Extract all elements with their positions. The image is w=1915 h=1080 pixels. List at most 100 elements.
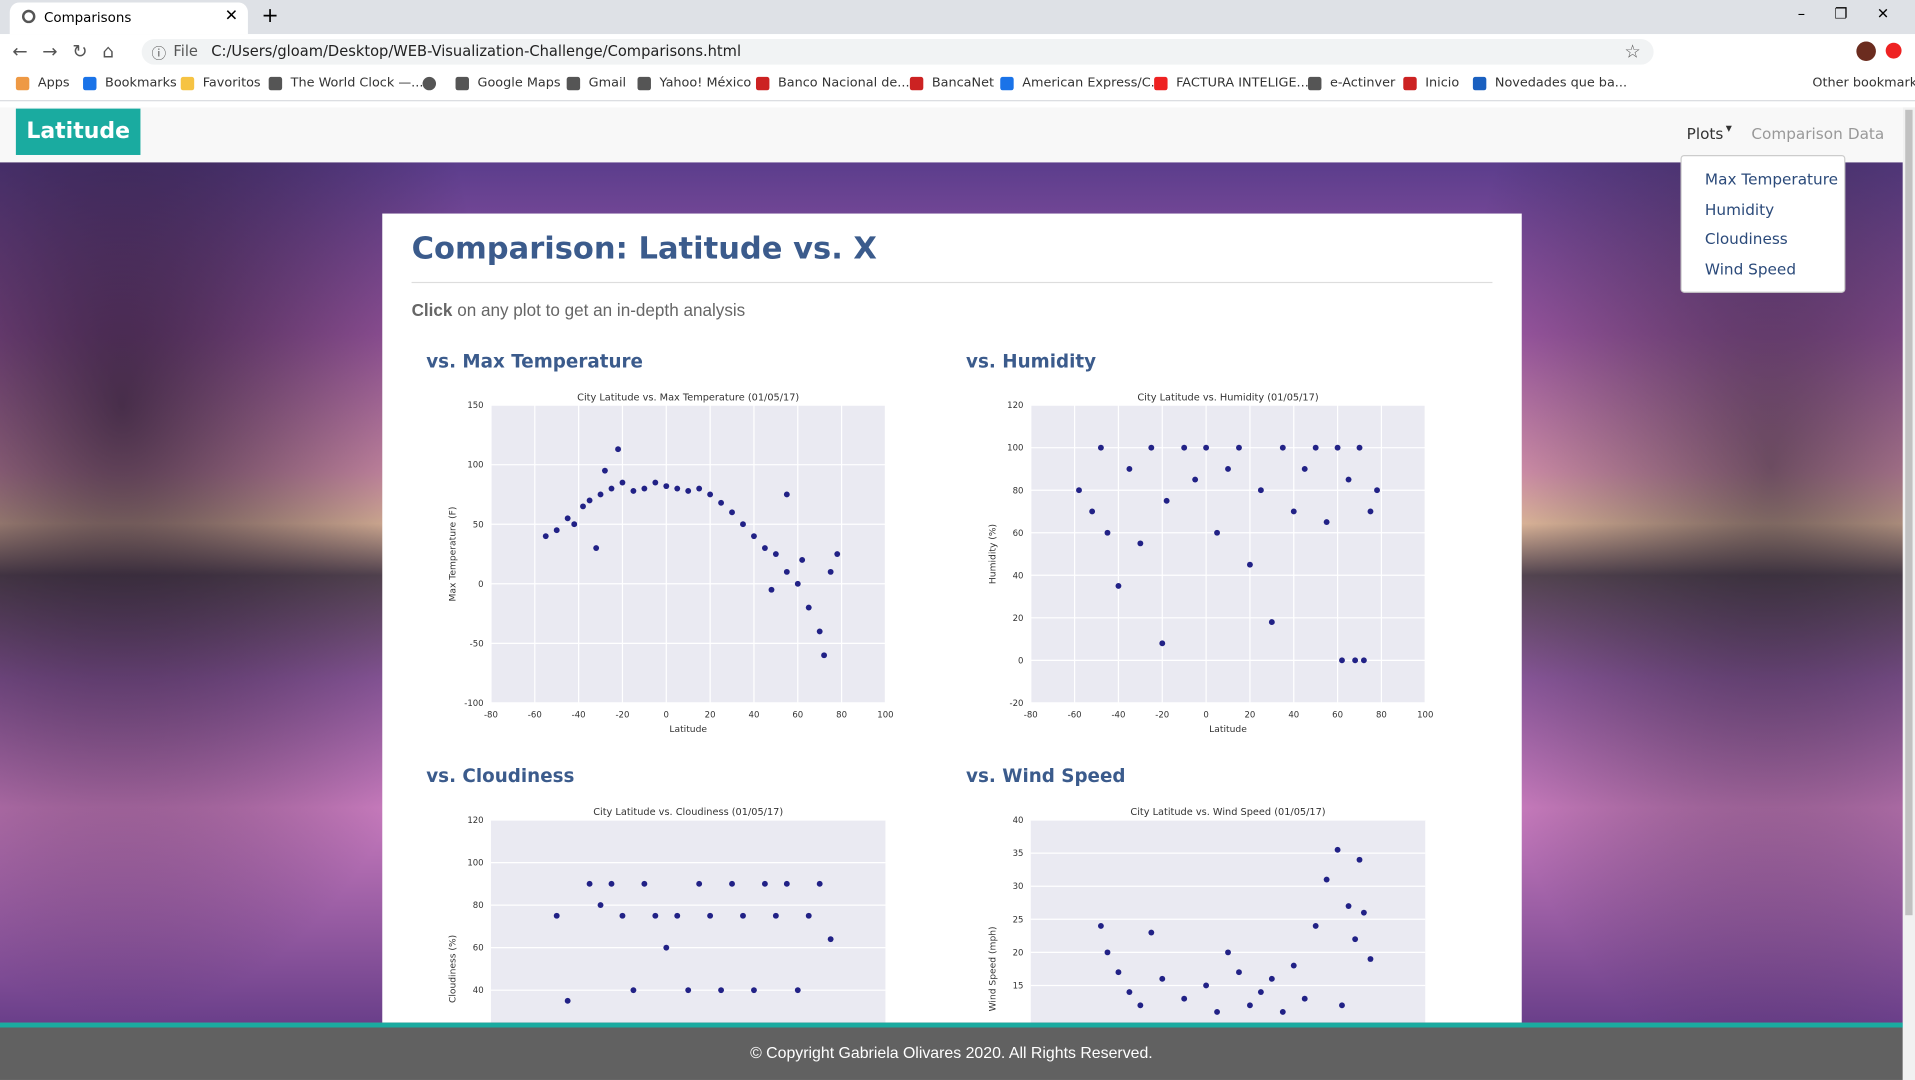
bookmark[interactable]: Banco Nacional de... [777,75,910,91]
scatter-plot[interactable]: City Latitude vs. Wind Speed (01/05/17) 1… [978,802,1454,1023]
dropdown-item[interactable]: Wind Speed [1704,259,1797,279]
data-point [1360,657,1367,664]
data-point [729,509,735,516]
data-point [571,521,578,528]
data-point [1279,1008,1286,1015]
data-point [553,527,560,534]
y-tick-label: 80 [473,901,484,911]
bookmark[interactable]: Favoritos [202,75,261,91]
bookmark[interactable]: BancaNet [931,75,995,91]
data-point [685,487,692,494]
x-tick-label: -80 [1024,711,1038,721]
tab[interactable]: Comparisons ✕ [9,2,248,35]
y-tick-label: 30 [1013,882,1024,892]
data-point [1268,619,1275,626]
data-point [816,880,823,887]
data-point [805,912,812,919]
data-point [696,880,703,887]
bookmark[interactable]: Bookmarks [105,75,177,91]
data-point [772,912,779,919]
bookmark[interactable]: Google Maps [477,75,561,91]
bookmark-icon [637,76,651,91]
data-point [1374,487,1380,494]
dropdown-item[interactable]: Max Temperature [1704,169,1839,188]
x-tick-label: 80 [1376,711,1387,721]
bookmark-icon [15,76,30,91]
brand[interactable]: Latitude [15,108,141,155]
profile[interactable] [1856,41,1876,62]
data-point [1214,1008,1220,1015]
data-point [1339,657,1345,664]
nav-item[interactable]: Comparison [1751,124,1843,143]
data-point [1312,444,1319,451]
new-tab[interactable]: + [261,3,279,29]
scatter-plot[interactable]: City Latitude vs. Humidity (01/05/17) -80… [978,387,1454,753]
data-point [601,467,608,474]
bookmark[interactable]: e-Actinver [1329,75,1396,91]
x-tick-label: 40 [1288,711,1299,721]
address-bar[interactable]: ⓘ File C:/Users/gloam/Desktop/WEB-Visual… [141,39,1654,65]
dropdown-item[interactable]: Humidity [1704,200,1775,219]
nav-buttons[interactable]: ←→↻⌂ [12,40,129,63]
tab-bar [0,0,1915,35]
bookmark[interactable]: Yahoo! México [659,75,752,91]
y-tick-label: -50 [470,639,484,649]
data-point [729,880,735,887]
data-point [1076,487,1082,494]
data-point [1236,444,1242,451]
y-axis-label: Max Temperature (F) [449,507,459,602]
data-point [1301,466,1308,472]
plot-heading: vs. Wind Speed [966,765,1126,788]
data-point [1247,561,1253,568]
y-tick-label: 100 [467,461,483,471]
data-point [1225,949,1231,956]
plot-area [1030,820,1426,1023]
extension[interactable] [1885,42,1902,59]
data-point [619,912,626,919]
dropdown-item[interactable]: Cloudiness [1704,229,1788,248]
data-point [615,446,622,453]
nav-item[interactable]: Data [1847,124,1885,143]
star[interactable]: ☆ [1624,40,1641,63]
scatter-plot[interactable]: City Latitude vs. Max Temperature (01/05… [438,387,914,753]
window-controls[interactable]: –❐✕ [1797,4,1915,22]
divider [411,281,1493,284]
x-tick-label: 100 [877,711,893,721]
nav-item[interactable]: Plots [1686,124,1724,143]
bookmark[interactable]: Inicio [1425,75,1460,91]
data-point [1203,444,1210,451]
scrollbar[interactable] [1902,107,1915,1080]
bookmark[interactable]: Gmail [588,75,627,91]
data-point [1352,657,1359,664]
scroll-thumb[interactable] [1905,109,1913,916]
x-tick-label: 80 [836,711,847,721]
data-point [816,628,823,635]
y-tick-label: 25 [1013,915,1024,925]
y-tick-label: 60 [1013,529,1024,539]
data-point [696,485,703,492]
plot-heading: vs. Max Temperature [426,350,643,373]
data-point [1323,876,1330,883]
bookmark[interactable]: FACTURA INTELIGE... [1176,75,1309,91]
bookmark-icon [1154,76,1168,91]
bookmark[interactable]: Apps [37,75,70,91]
bookmark[interactable]: The World Clock —... [290,75,424,91]
data-point [768,586,775,593]
bookmark[interactable]: Other bookmarks [1812,75,1915,91]
data-point [761,880,768,887]
data-point [1089,508,1096,515]
data-point [1247,1002,1253,1009]
y-tick-label: 40 [473,986,484,996]
data-point [597,491,604,498]
tab-close[interactable]: ✕ [224,7,239,26]
scatter-plot[interactable]: City Latitude vs. Cloudiness (01/05/17) 4… [438,802,914,1023]
x-tick-label: -60 [528,711,542,721]
data-point [783,880,790,887]
bookmark[interactable]: Novedades que ba... [1494,75,1628,91]
data-point [1097,922,1104,929]
data-point [718,987,725,994]
data-point [1352,936,1359,943]
data-point [608,485,615,492]
bookmark[interactable]: American Express/C... [1022,75,1163,91]
extensions [1666,41,1902,62]
